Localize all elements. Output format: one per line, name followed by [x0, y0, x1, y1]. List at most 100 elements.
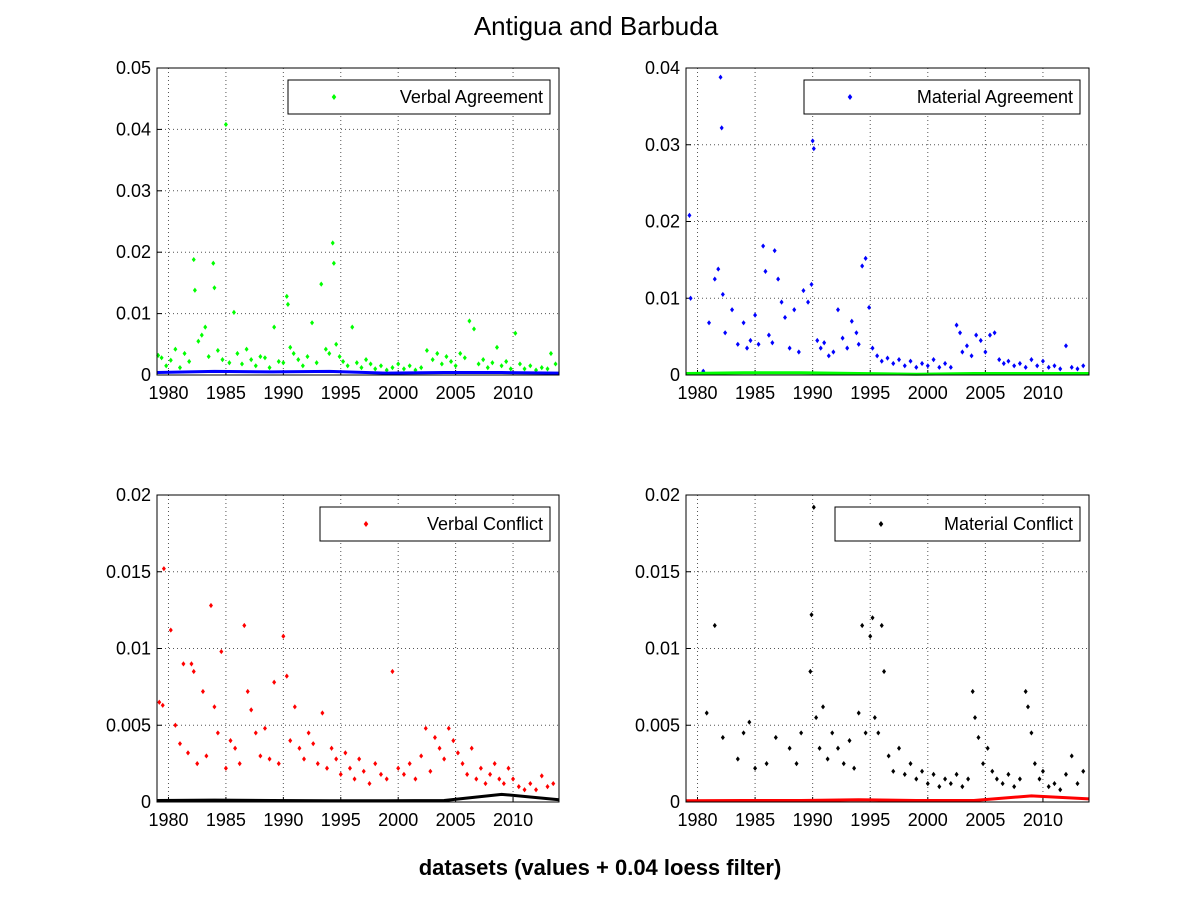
data-point	[761, 243, 766, 249]
data-point	[1012, 363, 1017, 369]
data-point	[300, 363, 305, 369]
data-point	[741, 320, 746, 326]
data-point	[196, 338, 201, 344]
data-point	[262, 725, 267, 731]
data-point	[920, 768, 925, 774]
data-point	[215, 347, 220, 354]
x-tick-label: 1995	[850, 810, 890, 830]
data-point	[974, 332, 979, 338]
data-point	[337, 353, 342, 360]
data-point	[1063, 343, 1068, 349]
data-point	[886, 753, 891, 759]
data-point	[472, 326, 477, 332]
data-point	[1029, 730, 1034, 736]
x-tick-label: 2005	[436, 383, 476, 403]
data-point	[925, 780, 930, 787]
data-point	[485, 365, 490, 371]
data-point	[960, 349, 965, 355]
data-point	[891, 768, 896, 774]
data-point	[830, 730, 835, 736]
y-tick-label: 0	[141, 792, 151, 812]
data-point	[237, 761, 242, 767]
data-point	[212, 704, 217, 710]
data-point	[534, 367, 539, 373]
x-tick-label: 1990	[263, 383, 303, 403]
legend-label: Verbal Agreement	[400, 87, 543, 107]
data-point	[1075, 366, 1080, 372]
data-point	[809, 612, 814, 618]
loess-line	[156, 369, 560, 375]
data-point	[897, 357, 902, 363]
data-point	[753, 765, 758, 771]
data-point	[875, 353, 880, 359]
data-point	[384, 367, 389, 373]
data-point	[931, 771, 936, 777]
data-point	[432, 734, 437, 741]
data-point	[931, 357, 936, 363]
data-point	[970, 688, 975, 695]
data-point	[451, 738, 456, 744]
material-conflict-plot-area	[686, 495, 1089, 802]
data-point	[245, 688, 250, 695]
x-tick-label: 1985	[206, 810, 246, 830]
data-point	[779, 299, 784, 305]
data-point	[199, 332, 204, 338]
data-point	[882, 668, 887, 675]
data-point	[811, 145, 816, 152]
data-point	[745, 345, 750, 351]
data-point	[161, 566, 166, 572]
x-tick-label: 1980	[677, 810, 717, 830]
data-point	[992, 330, 997, 336]
data-point	[501, 780, 506, 787]
data-point	[817, 745, 822, 751]
data-point	[716, 266, 721, 272]
data-point	[367, 780, 372, 787]
x-tick-label: 2005	[965, 383, 1005, 403]
data-point	[206, 353, 211, 360]
y-tick-label: 0.005	[106, 715, 151, 735]
data-point	[983, 349, 988, 355]
data-point	[465, 771, 470, 777]
data-point	[272, 679, 277, 685]
data-point	[1023, 364, 1028, 370]
x-tick-label: 2000	[378, 383, 418, 403]
data-point	[908, 358, 913, 364]
data-point	[407, 761, 412, 767]
data-point	[330, 240, 335, 246]
data-point	[352, 776, 357, 782]
data-point	[787, 745, 792, 751]
data-point	[284, 293, 289, 300]
data-point	[284, 673, 289, 679]
data-point	[508, 366, 513, 372]
data-point	[223, 765, 228, 771]
data-point	[539, 365, 544, 371]
data-point	[516, 784, 521, 790]
legend: Verbal Agreement	[287, 79, 551, 115]
data-point	[863, 730, 868, 736]
x-tick-label: 1995	[321, 810, 361, 830]
data-point	[239, 361, 244, 367]
data-point	[835, 745, 840, 751]
data-point	[801, 287, 806, 294]
data-point	[329, 745, 334, 751]
data-point	[262, 355, 267, 361]
x-tick-label: 1995	[321, 383, 361, 403]
data-point	[437, 745, 442, 751]
data-point	[701, 368, 706, 374]
data-point	[320, 710, 325, 716]
data-point	[354, 360, 359, 366]
data-point	[1046, 364, 1051, 370]
data-point	[446, 725, 451, 731]
data-point	[1046, 784, 1051, 790]
data-point	[854, 330, 859, 336]
y-tick-label: 0.01	[116, 639, 151, 659]
data-point	[384, 776, 389, 782]
data-point	[373, 366, 378, 372]
data-point	[350, 324, 355, 330]
data-point	[373, 761, 378, 767]
data-point	[534, 787, 539, 793]
data-point	[173, 722, 178, 728]
data-point	[976, 734, 981, 741]
data-point	[189, 661, 194, 667]
legend: Verbal Conflict	[319, 506, 551, 542]
